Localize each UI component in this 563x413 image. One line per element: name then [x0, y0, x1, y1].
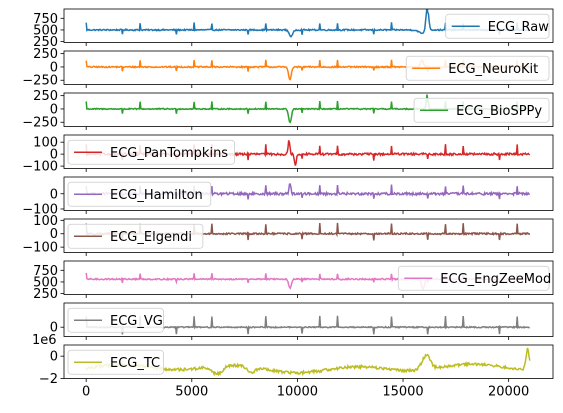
legend-box: [397, 265, 550, 291]
legend-box: [67, 139, 235, 165]
y-tick-label: 750: [33, 264, 58, 279]
y-tick-label: −100: [22, 241, 58, 256]
y-tick-label: 0: [50, 321, 58, 336]
y-tick-label: 0: [50, 60, 58, 75]
legend: ECG_VG: [67, 307, 164, 333]
legend-box: [67, 181, 212, 207]
legend: ECG_BioSPPy: [413, 97, 550, 123]
axes-frame: [63, 50, 554, 85]
x-tick-label: 5000: [175, 385, 208, 400]
legend-label: ECG_VG: [110, 314, 163, 329]
x-tick-label: 15000: [382, 385, 423, 400]
y-tick-label: −250: [22, 116, 58, 131]
legend-box: [413, 97, 550, 123]
y-tick-label: 0: [50, 227, 58, 242]
y-offset-label: 1e6: [32, 333, 57, 348]
axes-frame: [63, 8, 554, 43]
x-tick-label: 10000: [277, 385, 318, 400]
legend-label: ECG_Elgendi: [110, 230, 192, 245]
axes-frame: [63, 260, 554, 295]
legend-box: [67, 349, 164, 375]
legend-label: ECG_TC: [110, 356, 160, 371]
legend-box: [445, 13, 550, 39]
legend-label: ECG_Raw: [488, 20, 550, 35]
y-tick-label: −250: [22, 74, 58, 89]
y-tick-label: 500: [33, 275, 58, 290]
y-tick-label: 100: [33, 136, 58, 151]
legend-box: [67, 307, 164, 333]
y-tick-label: 500: [33, 23, 58, 38]
legend-label: ECG_NeuroKit: [448, 62, 538, 77]
legend-box: [67, 223, 204, 249]
y-tick-label: 0: [50, 102, 58, 117]
x-tick-label: 0: [82, 385, 90, 400]
legend-box: [405, 55, 550, 81]
legend: ECG_TC: [67, 349, 164, 375]
y-tick-label: 0: [50, 187, 58, 202]
axes-frame: [63, 134, 554, 169]
y-tick-label: 0: [50, 350, 58, 365]
y-tick-label: 250: [33, 47, 58, 62]
legend-label: ECG_Hamilton: [110, 188, 203, 203]
y-tick-label: 250: [33, 89, 58, 104]
y-tick-label: 250: [33, 287, 58, 302]
legend: ECG_NeuroKit: [405, 55, 550, 81]
y-tick-label: −100: [22, 202, 58, 217]
y-tick-label: 100: [33, 214, 58, 229]
legend-label: ECG_PanTompkins: [110, 146, 228, 161]
x-tick-label: 20000: [488, 385, 529, 400]
axes-frame: [63, 218, 554, 253]
legend-label: ECG_EngZeeMod: [440, 272, 551, 287]
legend: ECG_EngZeeMod: [397, 265, 551, 291]
y-tick-label: −100: [22, 160, 58, 175]
legend-label: ECG_BioSPPy: [456, 104, 542, 119]
y-tick-label: −2: [39, 372, 58, 387]
legend: ECG_Raw: [445, 13, 550, 39]
axes-frame: [63, 92, 554, 127]
panel-ecg-tc: −2 0 1e6 0 5000 10000 15000 20000 ECG_TC: [32, 333, 554, 400]
panel-ecg-hamilton: −1000 ECG_Hamilton: [22, 176, 554, 217]
y-tick-label: 0: [50, 148, 58, 163]
axes-frame: [63, 302, 554, 337]
panel-ecg-vg: 0 ECG_VG: [50, 302, 554, 340]
axes-frame: [63, 344, 554, 379]
y-tick-label: 750: [33, 12, 58, 27]
y-tick-label: 250: [33, 35, 58, 50]
legend: ECG_Hamilton: [67, 181, 212, 207]
legend: ECG_PanTompkins: [67, 139, 235, 165]
legend: ECG_Elgendi: [67, 223, 204, 249]
